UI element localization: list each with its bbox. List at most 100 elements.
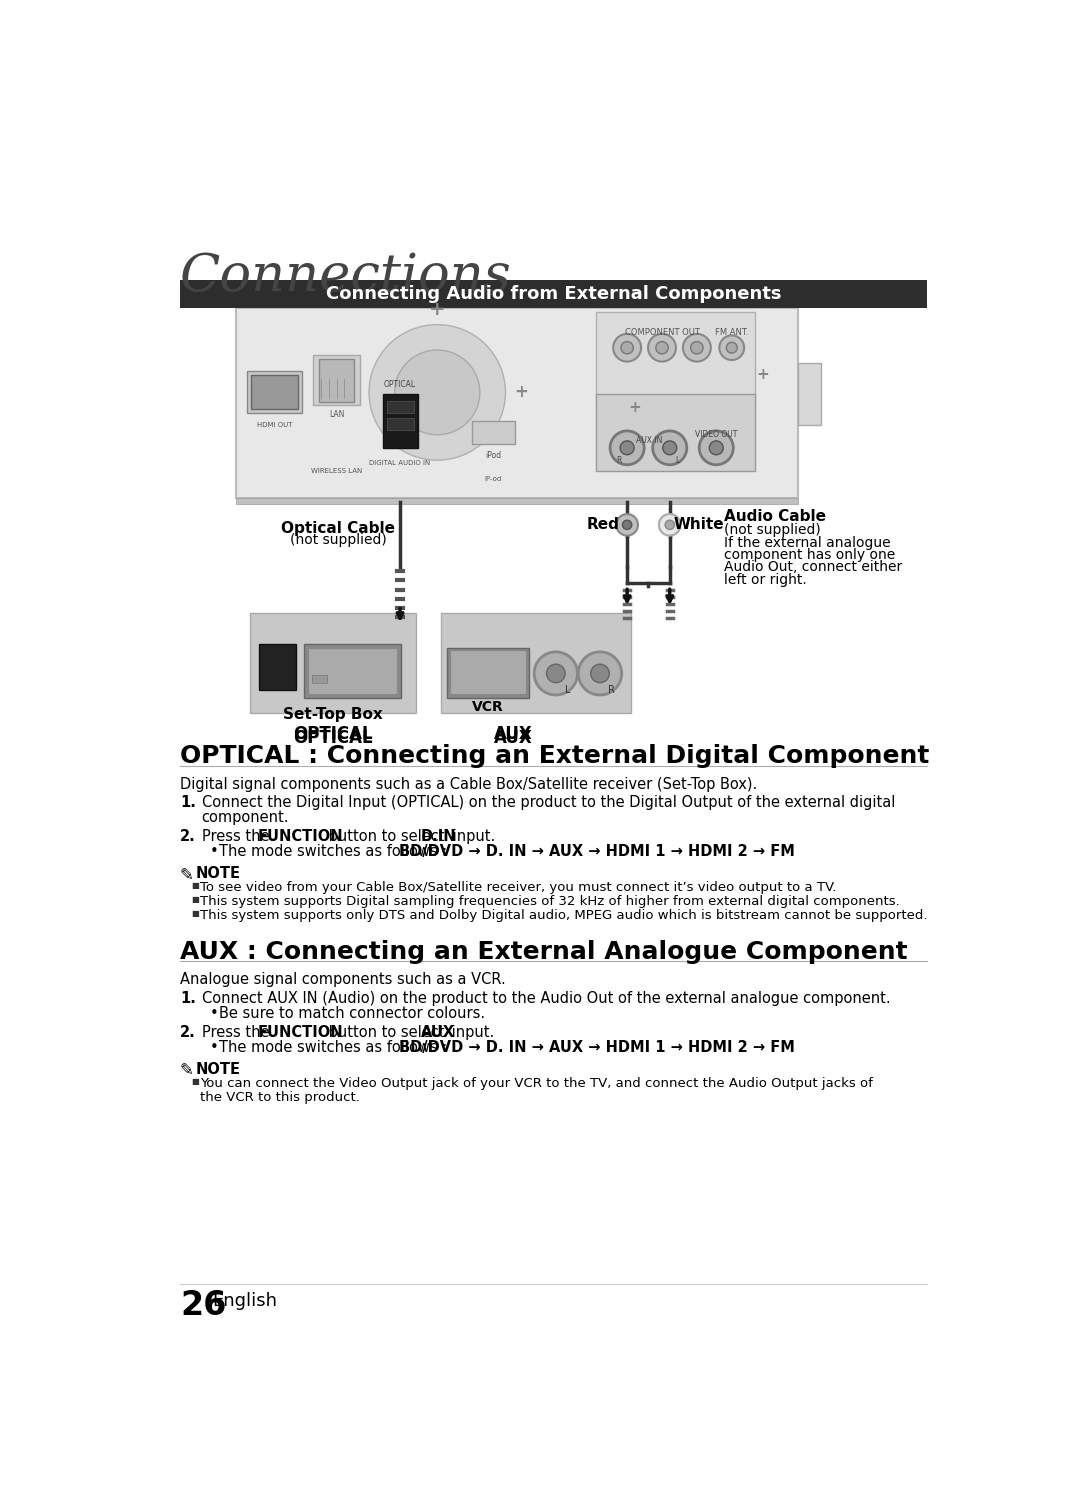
Text: ✎: ✎ [180, 866, 193, 884]
Text: +: + [514, 383, 528, 401]
Text: DIGITAL AUDIO IN: DIGITAL AUDIO IN [369, 461, 431, 467]
Text: IP-od: IP-od [485, 476, 502, 481]
Text: 1.: 1. [180, 991, 195, 1006]
Text: left or right.: left or right. [724, 572, 807, 587]
Bar [313, 355, 360, 406]
Circle shape [621, 342, 633, 354]
Text: VIDEO OUT: VIDEO OUT [696, 431, 738, 440]
Circle shape [535, 652, 578, 695]
Text: Red: Red [586, 517, 619, 532]
Bar [312, 675, 327, 682]
Bar [447, 648, 529, 698]
Text: Press the: Press the [202, 1024, 273, 1040]
Text: ✎: ✎ [180, 1061, 193, 1079]
Text: (not supplied): (not supplied) [289, 532, 387, 547]
Bar [387, 401, 414, 413]
Text: White: White [674, 517, 725, 532]
Text: Optical Cable: Optical Cable [281, 522, 395, 536]
Text: Audio Out, connect either: Audio Out, connect either [724, 560, 902, 574]
Text: +: + [629, 400, 642, 415]
Circle shape [659, 514, 680, 535]
Text: WIRELESS LAN: WIRELESS LAN [311, 468, 362, 474]
Text: button to select: button to select [324, 1024, 449, 1040]
Text: You can connect the Video Output jack of your VCR to the TV, and connect the Aud: You can connect the Video Output jack of… [200, 1077, 873, 1089]
Bar [180, 279, 927, 308]
Text: AUX: AUX [494, 728, 532, 747]
Bar [450, 649, 526, 694]
Circle shape [394, 351, 480, 435]
Bar [308, 648, 397, 694]
Text: This system supports only DTS and Dolby Digital audio, MPEG audio which is bitst: This system supports only DTS and Dolby … [200, 909, 928, 921]
Text: If the external analogue: If the external analogue [724, 535, 891, 550]
Circle shape [613, 334, 642, 361]
Circle shape [610, 431, 644, 465]
Text: FM ANT.: FM ANT. [715, 328, 748, 337]
Bar [247, 372, 301, 413]
Text: This system supports Digital sampling frequencies of 32 kHz of higher from exter: This system supports Digital sampling fr… [200, 895, 900, 908]
Text: AUX: AUX [494, 725, 532, 743]
Text: FUNCTION: FUNCTION [257, 829, 343, 844]
Text: +: + [429, 300, 446, 318]
Text: D.IN: D.IN [421, 829, 457, 844]
Text: ■: ■ [191, 881, 199, 890]
Text: Connect AUX IN (Audio) on the product to the Audio Out of the external analogue : Connect AUX IN (Audio) on the product to… [202, 991, 890, 1006]
Text: +: + [756, 367, 769, 382]
Bar [596, 312, 755, 401]
Bar [303, 643, 401, 698]
Circle shape [622, 520, 632, 529]
Text: To see video from your Cable Box/Satellite receiver, you must connect it’s video: To see video from your Cable Box/Satelli… [200, 881, 837, 895]
Circle shape [691, 342, 703, 354]
Circle shape [719, 336, 744, 360]
Bar [596, 394, 755, 471]
Text: ■: ■ [191, 895, 199, 903]
Circle shape [620, 441, 634, 455]
Bar [252, 374, 298, 409]
Circle shape [699, 431, 733, 465]
Circle shape [656, 342, 669, 354]
Circle shape [683, 334, 711, 361]
Bar [235, 308, 798, 498]
Circle shape [546, 664, 565, 682]
Text: The mode switches as follows :: The mode switches as follows : [218, 1040, 451, 1055]
Bar [235, 498, 798, 504]
Circle shape [665, 520, 674, 529]
Text: button to select: button to select [324, 829, 449, 844]
Bar [387, 418, 414, 429]
Bar [259, 643, 296, 691]
Text: the VCR to this product.: the VCR to this product. [200, 1091, 360, 1104]
Text: OPTICAL: OPTICAL [293, 728, 373, 747]
Text: input.: input. [447, 1024, 495, 1040]
Text: Set-Top Box: Set-Top Box [283, 707, 383, 722]
Text: AUX IN: AUX IN [636, 435, 662, 444]
Circle shape [591, 664, 609, 682]
Text: BD/DVD → D. IN → AUX → HDMI 1 → HDMI 2 → FM: BD/DVD → D. IN → AUX → HDMI 1 → HDMI 2 →… [400, 1040, 795, 1055]
Text: Be sure to match connector colours.: Be sure to match connector colours. [218, 1006, 485, 1021]
Text: Connect the Digital Input (OPTICAL) on the product to the Digital Output of the : Connect the Digital Input (OPTICAL) on t… [202, 795, 895, 810]
Text: Analogue signal components such as a VCR.: Analogue signal components such as a VCR… [180, 972, 505, 987]
Text: OPTICAL: OPTICAL [384, 380, 416, 389]
Text: COMPONENT OUT: COMPONENT OUT [624, 328, 700, 337]
Text: Connecting Audio from External Components: Connecting Audio from External Component… [326, 285, 781, 303]
Text: OPTICAL : Connecting an External Digital Component: OPTICAL : Connecting an External Digital… [180, 744, 929, 768]
Text: •: • [210, 1040, 218, 1055]
Text: iPod: iPod [485, 452, 501, 461]
Text: •: • [210, 844, 218, 859]
Circle shape [369, 324, 505, 461]
Circle shape [648, 334, 676, 361]
Bar [319, 360, 354, 401]
Text: ■: ■ [191, 1077, 199, 1086]
Text: HDMI OUT: HDMI OUT [257, 422, 293, 428]
Text: 2.: 2. [180, 829, 195, 844]
Bar [383, 394, 418, 447]
Text: Audio Cable: Audio Cable [724, 510, 826, 525]
Circle shape [578, 652, 622, 695]
Circle shape [652, 431, 687, 465]
Text: AUX : Connecting an External Analogue Component: AUX : Connecting an External Analogue Co… [180, 939, 907, 964]
Text: FUNCTION: FUNCTION [257, 1024, 343, 1040]
Text: •: • [210, 1006, 218, 1021]
Text: input.: input. [448, 829, 496, 844]
Text: 2.: 2. [180, 1024, 195, 1040]
Text: ■: ■ [191, 909, 199, 918]
Text: L: L [675, 456, 679, 465]
Text: AUX: AUX [421, 1024, 455, 1040]
